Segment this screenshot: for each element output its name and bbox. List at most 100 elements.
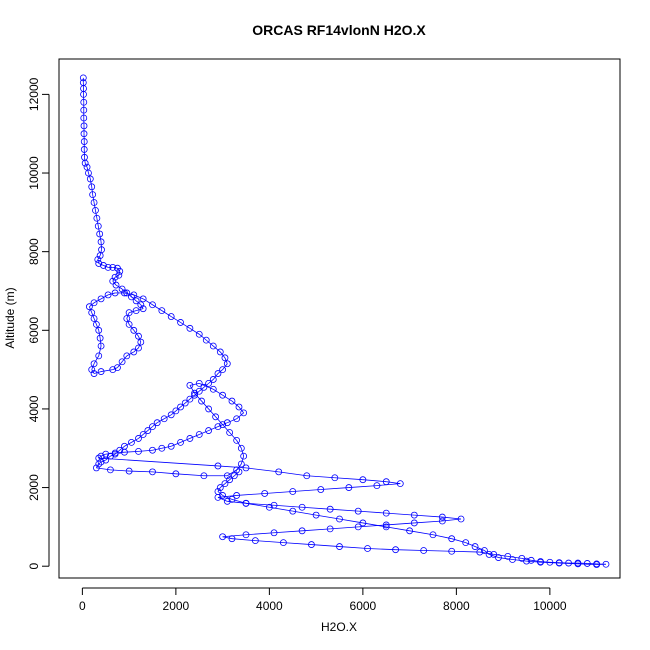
data-point (209, 376, 217, 383)
data-line-segment (180, 322, 191, 329)
data-line-segment (136, 308, 144, 312)
data-line-segment (91, 369, 95, 374)
data-line-segment (240, 455, 245, 465)
data-point (410, 519, 418, 527)
data-line-segment (96, 463, 100, 469)
data-line-segment (386, 526, 410, 532)
data-line-segment (540, 561, 550, 563)
data-line-segment (126, 351, 134, 357)
data-point (485, 551, 493, 558)
data-line-segment (531, 559, 541, 562)
data-line-segment (231, 498, 247, 504)
data-point (118, 358, 126, 366)
data-line-segment (311, 544, 340, 547)
data-point (80, 90, 87, 98)
data-point (406, 527, 414, 535)
data-line-segment (100, 453, 106, 457)
data-point (96, 334, 104, 342)
data-point (95, 352, 103, 360)
data-line-segment (236, 412, 244, 420)
x-tick-label: 4000 (256, 599, 283, 613)
data-point (97, 342, 105, 350)
data-line-segment (175, 473, 204, 477)
data-point (219, 421, 227, 429)
data-line-segment (423, 550, 452, 552)
data-line-segment (138, 449, 153, 452)
data-point (158, 444, 166, 452)
data-line-segment (170, 316, 181, 323)
data-line-segment (465, 542, 476, 547)
data-point (111, 449, 119, 457)
y-axis: 0 2000 4000 6000 8000 10000 12000 (27, 77, 50, 570)
data-line-segment (213, 388, 223, 396)
data-point (209, 342, 217, 350)
data-point (202, 336, 210, 344)
data-line-segment (206, 339, 214, 347)
data-point (429, 531, 437, 539)
data-point (92, 206, 99, 214)
data-point (214, 488, 222, 495)
data-point (438, 517, 446, 525)
data-line-segment (236, 493, 265, 496)
data-line-segment (189, 327, 200, 335)
data-point (583, 560, 591, 567)
data-line-segment (156, 418, 165, 424)
data-point (158, 307, 166, 315)
data-point (137, 301, 145, 309)
data-line-segment (152, 304, 163, 311)
data-point (230, 472, 238, 480)
data-point (438, 513, 446, 521)
data-line-segment (105, 452, 116, 455)
data-point (195, 387, 203, 395)
data-point (420, 547, 428, 554)
data-line-segment (194, 392, 202, 402)
data-point (116, 267, 124, 275)
data-line-segment (121, 355, 128, 362)
data-line-segment (245, 532, 275, 536)
data-point (100, 262, 107, 269)
data-line-segment (219, 351, 226, 359)
data-point (172, 407, 180, 415)
data-point (85, 303, 93, 311)
data-line-segment (278, 471, 307, 477)
data-point (228, 397, 236, 405)
data-line-segment (362, 479, 387, 483)
data-point (104, 263, 112, 271)
data-point (88, 183, 96, 191)
data-point (279, 539, 287, 547)
data-point (111, 273, 119, 281)
data-point (80, 122, 88, 130)
data-line-segment (124, 450, 139, 453)
data-point (167, 411, 175, 419)
data-line-segment (227, 469, 237, 477)
y-tick-label: 0 (27, 563, 41, 570)
data-line-segment (84, 163, 88, 168)
data-point (109, 366, 117, 374)
data-line-segment (133, 330, 139, 337)
data-line-segment (199, 383, 214, 390)
data-point (93, 464, 100, 472)
data-point (177, 403, 184, 411)
data-line-segment (97, 255, 101, 260)
data-line-segment (229, 432, 237, 441)
data-point (396, 480, 404, 488)
data-line-segment (98, 457, 218, 467)
data-point (186, 435, 194, 442)
data-point (149, 423, 156, 431)
data-point (261, 490, 269, 497)
data-point (237, 444, 245, 452)
data-point (228, 495, 236, 503)
data-point (90, 315, 98, 322)
data-line-segment (264, 491, 293, 494)
data-line-segment (100, 294, 109, 300)
data-point (139, 295, 147, 303)
data-point (81, 159, 89, 167)
data-points (79, 74, 610, 569)
y-tick-label: 6000 (27, 317, 41, 344)
data-point (96, 230, 104, 238)
data-line-segment (112, 367, 118, 370)
data-point (233, 436, 241, 444)
data-point (476, 548, 484, 556)
data-point (88, 366, 96, 374)
data-line-segment (306, 475, 335, 479)
